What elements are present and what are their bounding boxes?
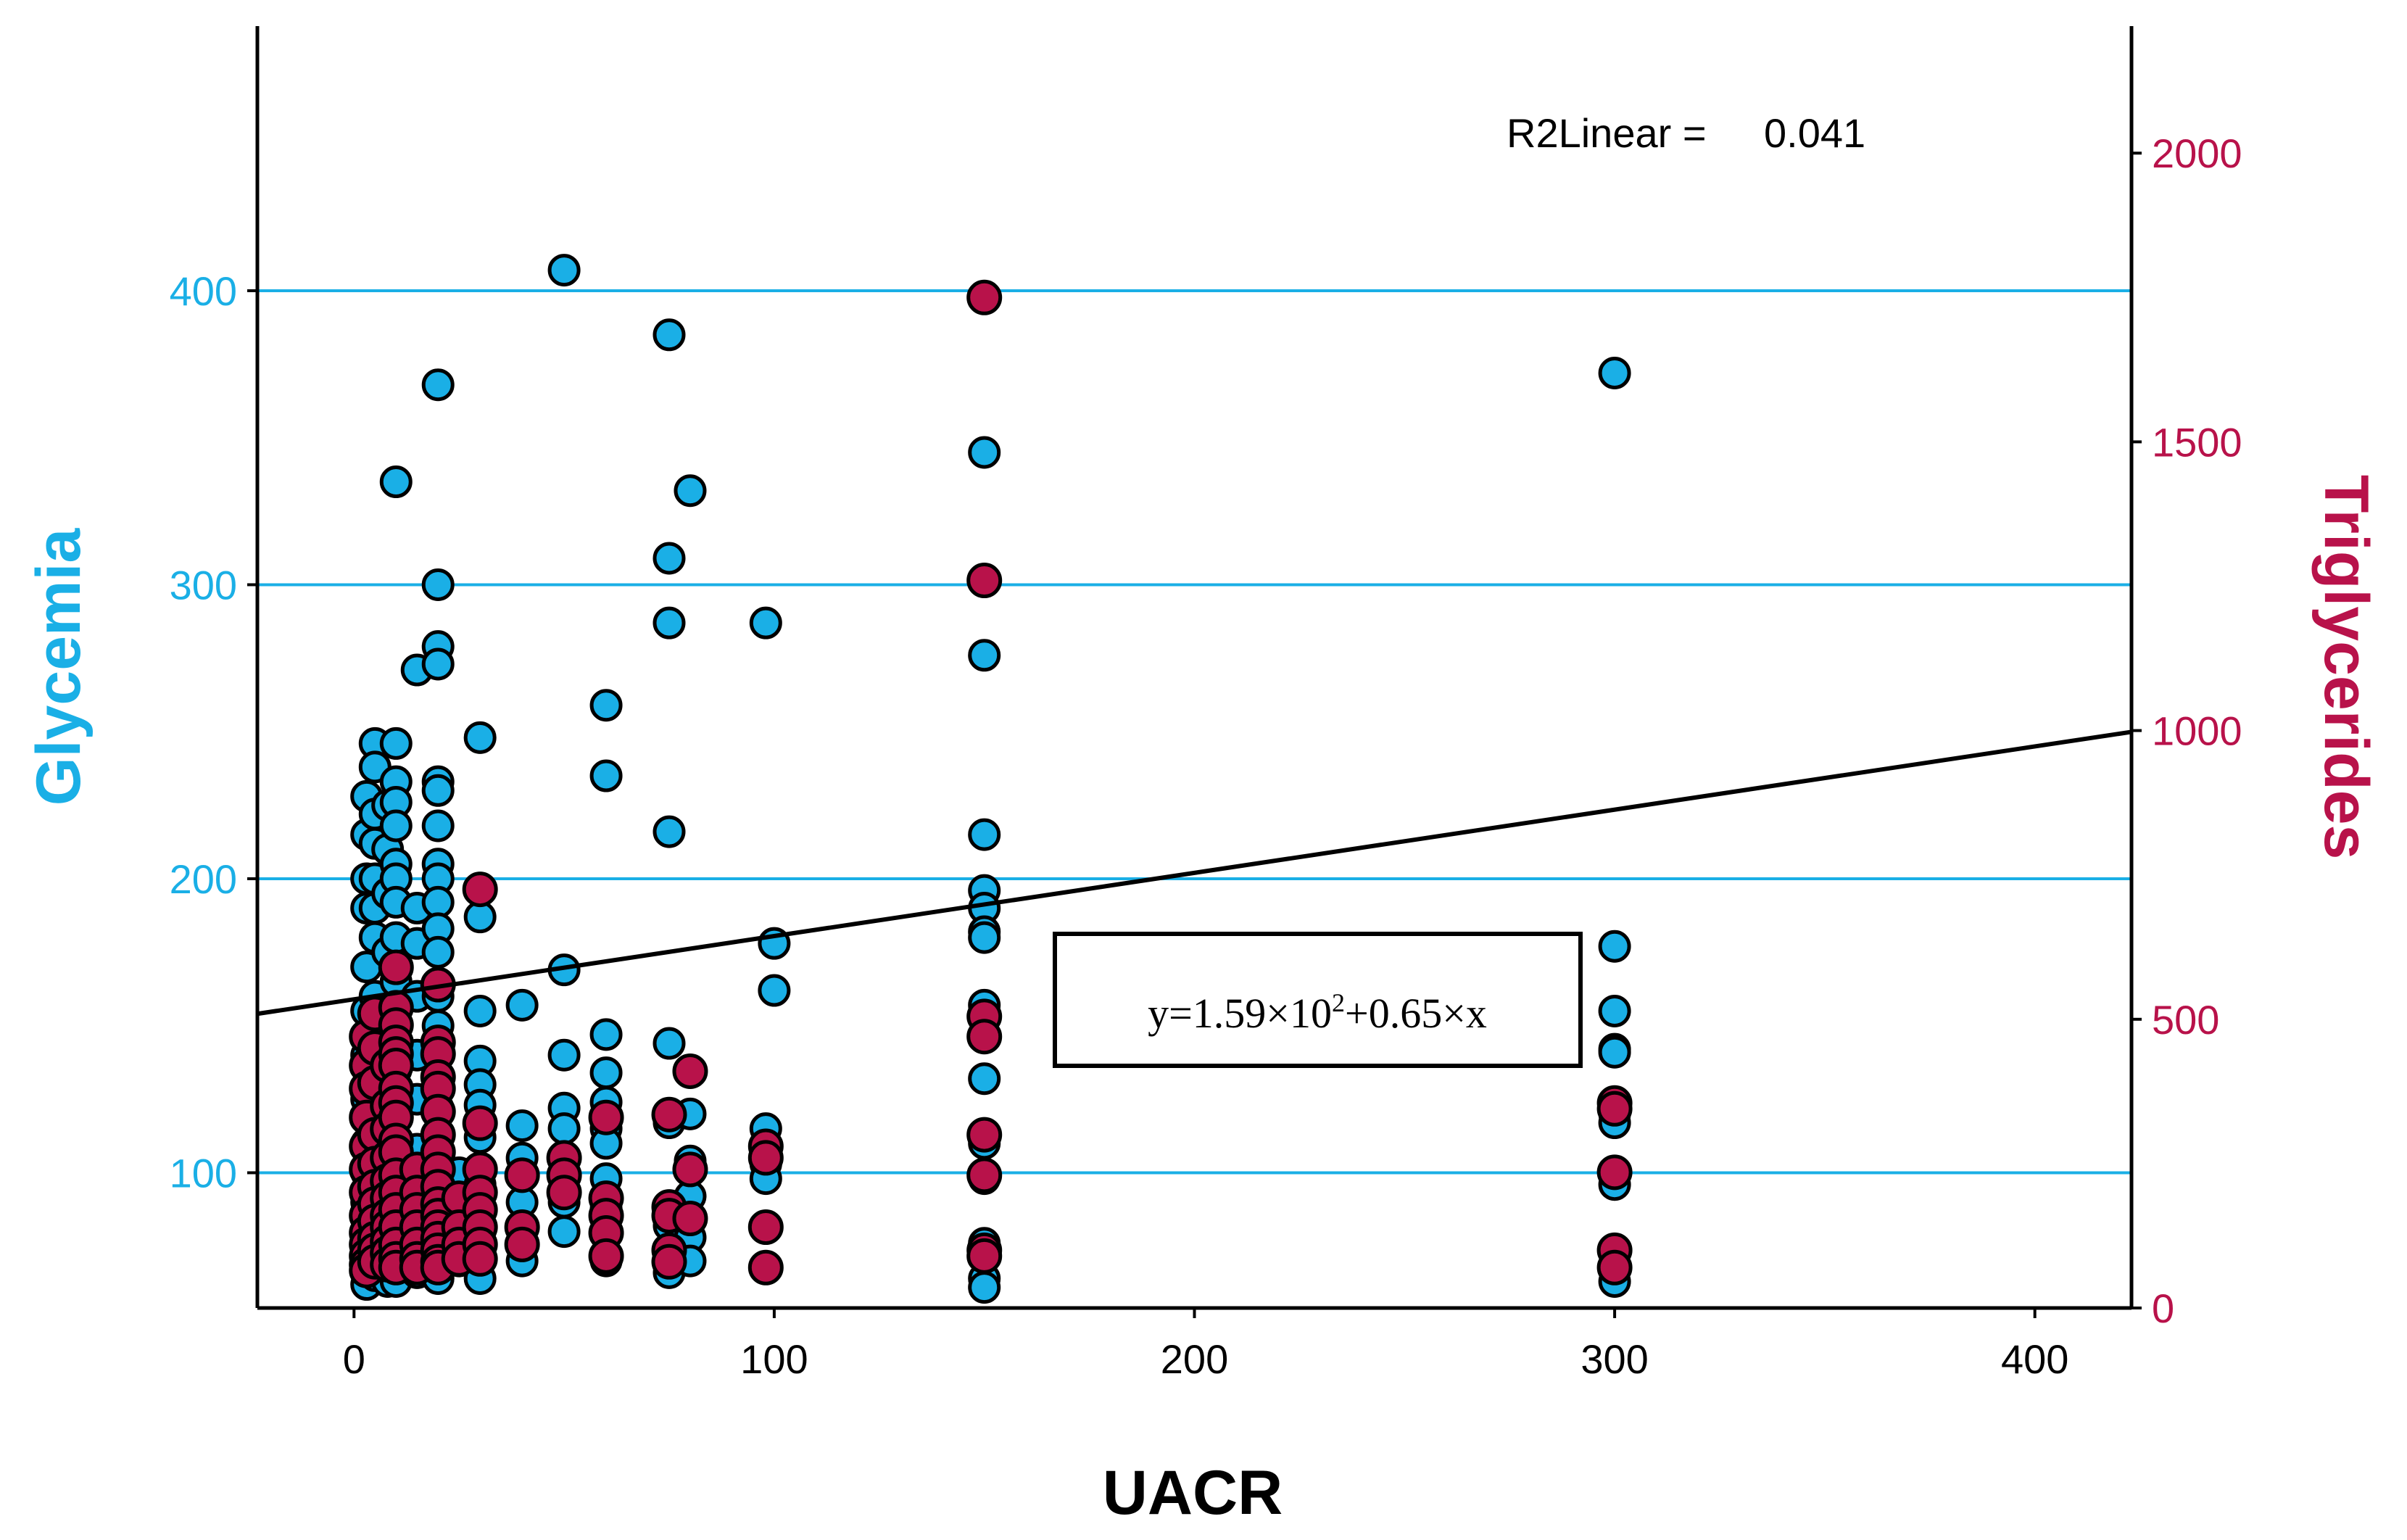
glycemia-point — [1598, 356, 1631, 389]
r2-label: R2Linear = — [1507, 110, 1707, 156]
glycemia-point — [505, 988, 539, 1022]
glycemia-point — [652, 1027, 686, 1060]
glycemia-point — [589, 689, 623, 722]
triglycerides-point — [966, 1019, 1003, 1055]
triglycerides-point — [546, 1175, 582, 1211]
glycemia-point — [968, 436, 1001, 469]
glycemia-point — [968, 921, 1001, 954]
glycemia-point — [589, 1018, 623, 1051]
glycemia-point — [1598, 930, 1631, 963]
triglycerides-point — [588, 1099, 624, 1135]
glycemia-point — [674, 474, 707, 508]
glycemia-point — [421, 647, 455, 681]
axes — [255, 26, 2134, 1310]
x-tick-label-200: 200 — [1161, 1336, 1228, 1382]
grid-lines — [257, 289, 2132, 1175]
glycemia-point — [589, 1056, 623, 1090]
fit-line-group — [257, 729, 2132, 1017]
equation-box: y=1.59×102+0.65×x — [1053, 932, 1583, 1068]
left-tick-label-200: 200 — [170, 856, 237, 902]
left-tick-label-400: 400 — [170, 268, 237, 314]
triglycerides-point — [966, 1157, 1003, 1193]
y-axis-left-title: Glycemia — [24, 528, 94, 806]
triglycerides-point — [1596, 1249, 1633, 1286]
right-tick-label-500: 500 — [2152, 997, 2219, 1043]
glycemia-point — [652, 318, 686, 352]
triglycerides-point — [378, 949, 414, 985]
fit-line — [257, 729, 2132, 1017]
left-tick-label-100: 100 — [170, 1150, 237, 1196]
glycemia-point — [421, 774, 455, 807]
triglycerides-point — [966, 1238, 1003, 1274]
triglycerides-point — [672, 1151, 708, 1188]
y-axis-right-title: Triglycerides — [2311, 475, 2381, 860]
glycemia-point — [463, 994, 497, 1027]
right-axis-ticks: 0 500 1000 1500 2000 — [2132, 131, 2242, 1331]
left-tick-label-300: 300 — [170, 562, 237, 608]
glycemia-point — [547, 1112, 581, 1146]
triglycerides-point — [966, 563, 1003, 599]
glycemia-point — [379, 809, 413, 843]
triglycerides-point — [462, 1241, 498, 1277]
glycemia-point — [968, 639, 1001, 672]
glycemia-point — [421, 368, 455, 402]
glycemia-point — [547, 1038, 581, 1072]
equation-exponent: 2 — [1332, 988, 1345, 1017]
r2-value: 0.041 — [1764, 110, 1865, 156]
right-tick-label-1000: 1000 — [2152, 708, 2242, 754]
glycemia-point — [749, 606, 782, 639]
equation-suffix: +0.65×x — [1345, 990, 1487, 1037]
triglycerides-point — [462, 872, 498, 908]
triglycerides-points — [349, 279, 1633, 1288]
glycemia-point — [652, 815, 686, 848]
triglycerides-point — [504, 1157, 540, 1193]
glycemia-point — [547, 254, 581, 287]
glycemia-point — [1598, 1035, 1631, 1069]
right-tick-label-2000: 2000 — [2152, 131, 2242, 176]
x-axis-ticks: 0 100 200 300 400 — [343, 1308, 2068, 1382]
equation-text: y=1.59×102+0.65×x — [1148, 988, 1487, 1037]
right-tick-label-0: 0 — [2152, 1286, 2174, 1331]
triglycerides-point — [747, 1140, 784, 1176]
glycemia-point — [1598, 994, 1631, 1027]
triglycerides-point — [672, 1201, 708, 1237]
glycemia-point — [421, 935, 455, 969]
triglycerides-point — [462, 1105, 498, 1141]
glycemia-point — [652, 606, 686, 639]
glycemia-point — [968, 1062, 1001, 1096]
glycemia-point — [968, 818, 1001, 851]
glycemia-point — [379, 726, 413, 760]
triglycerides-point — [747, 1209, 784, 1246]
triglycerides-point — [1596, 1154, 1633, 1191]
right-tick-label-1500: 1500 — [2152, 419, 2242, 465]
x-tick-label-0: 0 — [343, 1336, 365, 1382]
glycemia-point — [379, 465, 413, 499]
glycemia-point — [652, 542, 686, 575]
glycemia-point — [421, 568, 455, 601]
x-tick-label-400: 400 — [2001, 1336, 2068, 1382]
triglycerides-point — [588, 1238, 624, 1274]
glycemia-point — [463, 721, 497, 754]
triglycerides-point — [672, 1053, 708, 1089]
glycemia-point — [421, 809, 455, 843]
triglycerides-point — [747, 1249, 784, 1286]
triglycerides-point — [504, 1226, 540, 1262]
glycemia-point — [505, 1109, 539, 1143]
triglycerides-point — [1596, 1090, 1633, 1127]
triglycerides-point — [966, 1117, 1003, 1153]
equation-prefix: y=1.59×10 — [1148, 990, 1332, 1037]
glycemia-point — [968, 1271, 1001, 1304]
triglycerides-point — [651, 1096, 687, 1133]
left-axis-ticks: 100 200 300 400 — [170, 268, 257, 1196]
triglycerides-point — [651, 1243, 687, 1280]
triglycerides-point — [966, 279, 1003, 315]
x-tick-label-100: 100 — [740, 1336, 808, 1382]
glycemia-point — [589, 759, 623, 792]
x-axis-title: UACR — [1103, 1458, 1283, 1528]
glycemia-point — [547, 1215, 581, 1249]
equation-frame — [1053, 932, 1583, 1068]
glycemia-point — [758, 974, 791, 1007]
x-tick-label-300: 300 — [1580, 1336, 1648, 1382]
